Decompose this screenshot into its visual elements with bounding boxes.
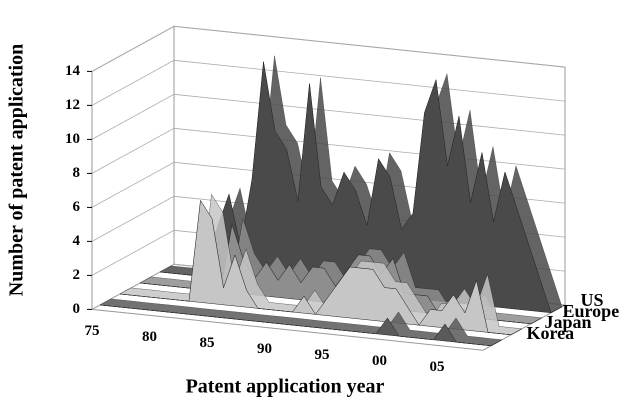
x-tick-label: 05 [430,359,445,375]
area [119,199,512,336]
y-axis-title: Number of patent application [6,44,28,296]
y-tick-label: 2 [73,267,81,283]
y-tick-label: 0 [73,301,81,317]
area-end [530,317,543,324]
area-end [550,306,563,313]
area-end [510,328,523,335]
series-label: Korea [527,323,575,343]
area [159,61,552,314]
y-tick-label: 6 [73,199,81,215]
y-tick-label: 10 [65,131,80,147]
grid-line [91,25,566,72]
series-label: US [581,290,604,310]
side-wall [91,25,175,311]
series-label: Japan [545,312,592,332]
y-tick-label: 8 [73,165,81,181]
x-tick-label: 75 [85,323,100,339]
x-tick-label: 95 [315,347,330,363]
y-tick-label: 12 [65,97,80,113]
x-tick-label: 85 [200,335,215,351]
x-axis-title: Patent application year [186,376,385,398]
y-tick-label: 14 [65,63,81,79]
x-tick-label: 00 [372,353,387,369]
x-tick-label: 90 [257,341,272,357]
area [99,304,492,347]
series-label: Europe [563,301,620,321]
area-end [490,339,503,346]
y-tick-label: 4 [73,233,81,249]
x-tick-label: 80 [142,329,157,345]
